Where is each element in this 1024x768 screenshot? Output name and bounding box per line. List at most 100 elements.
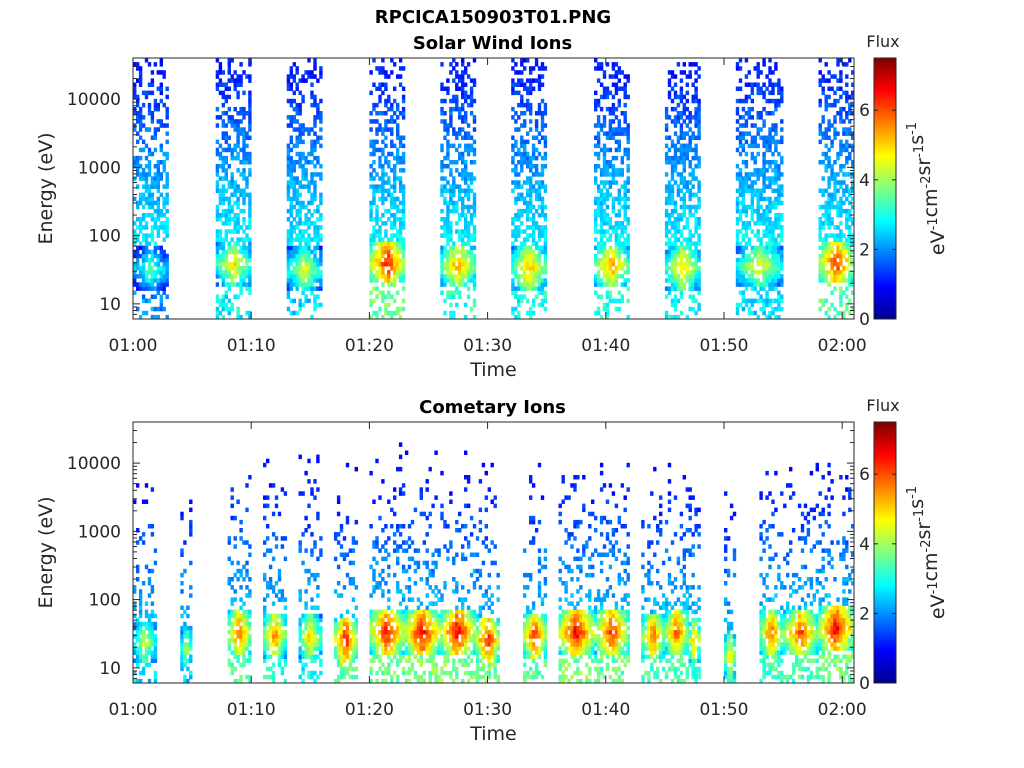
heat-cell xyxy=(215,245,220,251)
heat-cell xyxy=(842,314,846,320)
heat-cell xyxy=(679,282,684,287)
heat-cell xyxy=(694,155,698,161)
heat-cell xyxy=(529,188,533,193)
heat-cell xyxy=(153,274,158,279)
heat-cell xyxy=(670,74,675,79)
heat-cell xyxy=(697,155,701,161)
heat-cell xyxy=(141,168,146,173)
heat-cell xyxy=(771,257,775,263)
heat-cell xyxy=(697,225,701,230)
heat-cell xyxy=(741,221,746,226)
heat-cell xyxy=(617,78,621,83)
heat-cell xyxy=(292,74,296,79)
heat-cell xyxy=(180,548,184,553)
heat-cell xyxy=(780,229,784,234)
heat-cell xyxy=(452,290,456,295)
heat-cell xyxy=(673,225,678,230)
heat-cell xyxy=(452,245,456,251)
heat-cell xyxy=(301,127,305,132)
heat-cell xyxy=(605,310,610,316)
heat-cell xyxy=(759,196,763,202)
heat-cell xyxy=(697,106,701,112)
heat-cell xyxy=(292,278,296,283)
heat-cell xyxy=(517,172,521,177)
heat-cell xyxy=(452,180,456,185)
heat-cell xyxy=(685,180,689,185)
heat-cell xyxy=(608,192,613,198)
heat-cell xyxy=(780,200,784,206)
heat-cell xyxy=(682,164,686,169)
heat-cell xyxy=(682,143,686,149)
heat-cell xyxy=(381,164,385,169)
heat-cell xyxy=(768,261,772,267)
heat-cell xyxy=(735,196,740,202)
heat-cell xyxy=(620,261,624,267)
heat-cell xyxy=(378,257,382,263)
heat-cell xyxy=(526,106,530,112)
heat-cell xyxy=(180,650,184,655)
heat-cell xyxy=(301,678,305,684)
heat-cell xyxy=(369,241,373,246)
heat-cell xyxy=(310,613,314,619)
heat-cell xyxy=(245,621,249,627)
heat-cell xyxy=(667,286,672,291)
heat-cell xyxy=(845,90,849,96)
heat-cell xyxy=(620,127,624,132)
heat-cell xyxy=(531,221,536,226)
heat-cell xyxy=(133,282,137,287)
heat-cell xyxy=(679,143,684,149)
heat-cell xyxy=(218,237,223,242)
heat-cell xyxy=(774,82,778,87)
heat-cell xyxy=(768,90,772,96)
heat-cell xyxy=(136,225,140,230)
heat-cell xyxy=(511,257,515,263)
heat-cell xyxy=(765,294,769,299)
heat-cell xyxy=(141,217,146,222)
heat-cell xyxy=(523,245,527,251)
heat-cell xyxy=(245,593,249,598)
heat-cell xyxy=(685,257,689,263)
heat-cell xyxy=(443,127,447,132)
heat-cell xyxy=(738,208,743,214)
heat-cell xyxy=(537,82,542,87)
heat-cell xyxy=(396,245,400,251)
heat-cell xyxy=(245,310,249,316)
heat-cell xyxy=(242,270,246,275)
heat-cell xyxy=(387,217,391,222)
heat-cell xyxy=(839,184,843,189)
heat-cell xyxy=(239,282,243,287)
heat-cell xyxy=(393,217,397,222)
heat-cell xyxy=(777,249,781,255)
heat-cell xyxy=(526,208,530,214)
heat-cell xyxy=(286,286,291,291)
heat-cell xyxy=(147,168,152,173)
heat-cell xyxy=(372,261,376,267)
heat-cell xyxy=(286,172,291,177)
heat-cell xyxy=(744,229,749,234)
heat-cell xyxy=(750,229,754,234)
heat-cell xyxy=(611,180,616,185)
heat-cell xyxy=(830,217,834,222)
heat-cell xyxy=(830,290,834,295)
heat-cell xyxy=(298,151,302,157)
heat-cell xyxy=(540,155,545,161)
heat-cell xyxy=(280,646,285,651)
heat-cell xyxy=(401,208,406,214)
heat-cell xyxy=(319,233,323,238)
heat-cell xyxy=(620,86,624,91)
heat-cell xyxy=(777,241,781,246)
heat-cell xyxy=(768,314,772,320)
heat-cell xyxy=(313,617,317,623)
heat-cell xyxy=(614,147,619,153)
heat-cell xyxy=(307,274,311,279)
heat-cell xyxy=(673,237,678,242)
heat-cell xyxy=(230,208,234,214)
heat-cell xyxy=(673,143,678,149)
heat-cell xyxy=(738,266,743,271)
heat-cell xyxy=(824,253,828,259)
heat-cell xyxy=(602,249,607,255)
heat-cell xyxy=(221,200,225,206)
heat-cell xyxy=(594,200,598,206)
heat-cell xyxy=(851,111,855,116)
